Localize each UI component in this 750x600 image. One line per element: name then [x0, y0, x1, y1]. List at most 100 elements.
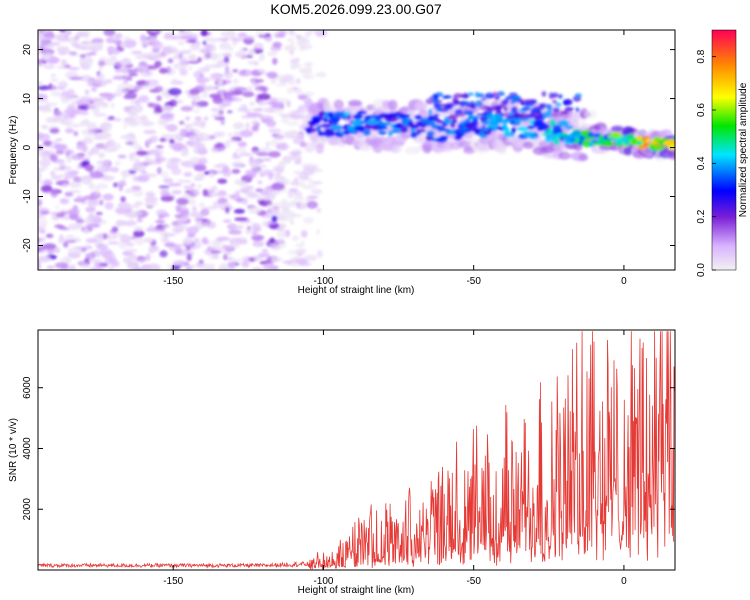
heatmap-ridge-cell: [553, 138, 560, 146]
heatmap-noise-cell: [187, 60, 200, 64]
heatmap-ridge-cell: [344, 110, 350, 117]
heatmap-noise-cell: [168, 99, 178, 107]
heatmap-noise-cell: [228, 229, 242, 235]
spectrogram-y-label: Frequency (Hz): [8, 116, 19, 185]
heatmap-noise-cell: [290, 63, 302, 69]
heatmap-noise-cell: [141, 120, 155, 127]
heatmap-streak-cell: [433, 113, 440, 117]
heatmap-noise-cell: [104, 202, 114, 210]
heatmap-noise-cell: [43, 32, 54, 38]
heatmap-noise-cell: [224, 65, 230, 74]
heatmap-noise-cell: [247, 206, 261, 214]
heatmap-noise-cell: [302, 74, 311, 79]
heatmap-noise-cell: [185, 49, 192, 53]
heatmap-noise-cell: [290, 154, 303, 161]
heatmap-noise-cell: [268, 172, 275, 177]
x-tick-label: -50: [466, 276, 481, 287]
heatmap-noise-cell: [63, 255, 69, 262]
heatmap-ridge-cell: [463, 146, 476, 154]
heatmap-streak-cell: [518, 112, 529, 120]
spectrogram-x-label: Height of straight line (km): [298, 285, 415, 296]
heatmap-noise-cell: [284, 132, 292, 139]
heatmap-noise-cell: [195, 100, 209, 107]
heatmap-noise-cell: [69, 51, 77, 55]
heatmap-noise-cell: [21, 225, 34, 231]
heatmap-noise-cell: [227, 132, 233, 138]
heatmap-noise-cell: [197, 184, 202, 189]
heatmap-noise-cell: [102, 193, 114, 201]
heatmap-noise-cell: [58, 162, 66, 167]
heatmap-noise-cell: [153, 85, 164, 93]
y-tick-label: 20: [22, 44, 33, 56]
heatmap-noise-cell: [107, 241, 120, 245]
heatmap-streak-cell: [502, 112, 510, 118]
heatmap-noise-cell: [271, 215, 278, 223]
heatmap-noise-cell: [222, 245, 236, 250]
heatmap-noise-cell: [267, 151, 281, 158]
heatmap-noise-cell: [45, 116, 58, 124]
heatmap-noise-cell: [185, 140, 194, 145]
heatmap-noise-cell: [291, 235, 300, 241]
heatmap-noise-cell: [139, 161, 153, 165]
heatmap-noise-cell: [258, 55, 265, 62]
heatmap-noise-cell: [68, 113, 75, 117]
heatmap-noise-cell: [247, 85, 253, 92]
heatmap-noise-cell: [210, 146, 220, 153]
heatmap-noise-cell: [273, 176, 282, 182]
heatmap-noise-cell: [278, 211, 293, 216]
heatmap-noise-cell: [232, 241, 241, 249]
heatmap-noise-cell: [199, 202, 205, 209]
heatmap-noise-cell: [176, 197, 189, 206]
heatmap-ridge-cell: [344, 134, 356, 146]
heatmap-noise-cell: [40, 39, 49, 46]
heatmap-streak-cell: [552, 107, 560, 112]
heatmap-noise-cell: [54, 143, 68, 151]
heatmap-streak-cell: [447, 103, 455, 108]
heatmap-noise-cell: [55, 150, 65, 155]
heatmap-noise-cell: [112, 92, 123, 97]
heatmap-noise-cell: [234, 51, 247, 58]
heatmap-noise-cell: [260, 191, 269, 196]
heatmap-ridge-cell: [503, 127, 510, 135]
heatmap-noise-cell: [21, 173, 33, 181]
heatmap-noise-cell: [76, 109, 82, 115]
heatmap-noise-cell: [212, 131, 221, 138]
y-tick-label: 4000: [22, 437, 33, 460]
heatmap-noise-cell: [38, 166, 45, 173]
heatmap-noise-cell: [55, 138, 63, 142]
heatmap-noise-cell: [265, 141, 270, 148]
heatmap-noise-cell: [77, 163, 82, 170]
colorbar-tick-label: 0.0: [696, 263, 707, 277]
heatmap-noise-cell: [28, 206, 34, 213]
heatmap-noise-cell: [220, 99, 232, 107]
heatmap-noise-cell: [223, 71, 231, 77]
heatmap-noise-cell: [127, 114, 141, 121]
heatmap-noise-cell: [164, 242, 176, 248]
heatmap-noise-cell: [66, 88, 75, 97]
heatmap-noise-cell: [68, 181, 82, 188]
heatmap-noise-cell: [175, 204, 182, 212]
heatmap-noise-cell: [114, 160, 121, 166]
heatmap-noise-cell: [137, 216, 143, 223]
heatmap-ridge-cell: [667, 148, 675, 158]
heatmap-noise-cell: [96, 243, 109, 251]
heatmap-noise-cell: [167, 58, 174, 64]
heatmap-noise-cell: [275, 143, 290, 151]
heatmap-noise-cell: [114, 231, 123, 237]
heatmap-noise-cell: [179, 35, 193, 40]
heatmap-noise-cell: [291, 113, 296, 117]
heatmap-ridge-cell: [404, 146, 421, 155]
snr-series-line: [38, 331, 675, 570]
heatmap-noise-cell: [179, 120, 185, 125]
heatmap-noise-cell: [116, 220, 129, 227]
heatmap-noise-cell: [127, 84, 135, 90]
heatmap-noise-cell: [93, 113, 107, 117]
heatmap-noise-cell: [91, 86, 98, 92]
heatmap-noise-cell: [158, 185, 170, 189]
heatmap-noise-cell: [268, 223, 280, 229]
heatmap-ridge-cell: [565, 125, 574, 130]
heatmap-noise-cell: [317, 250, 323, 258]
heatmap-noise-cell: [82, 157, 91, 162]
heatmap-noise-cell: [257, 180, 263, 185]
heatmap-noise-cell: [95, 211, 103, 216]
